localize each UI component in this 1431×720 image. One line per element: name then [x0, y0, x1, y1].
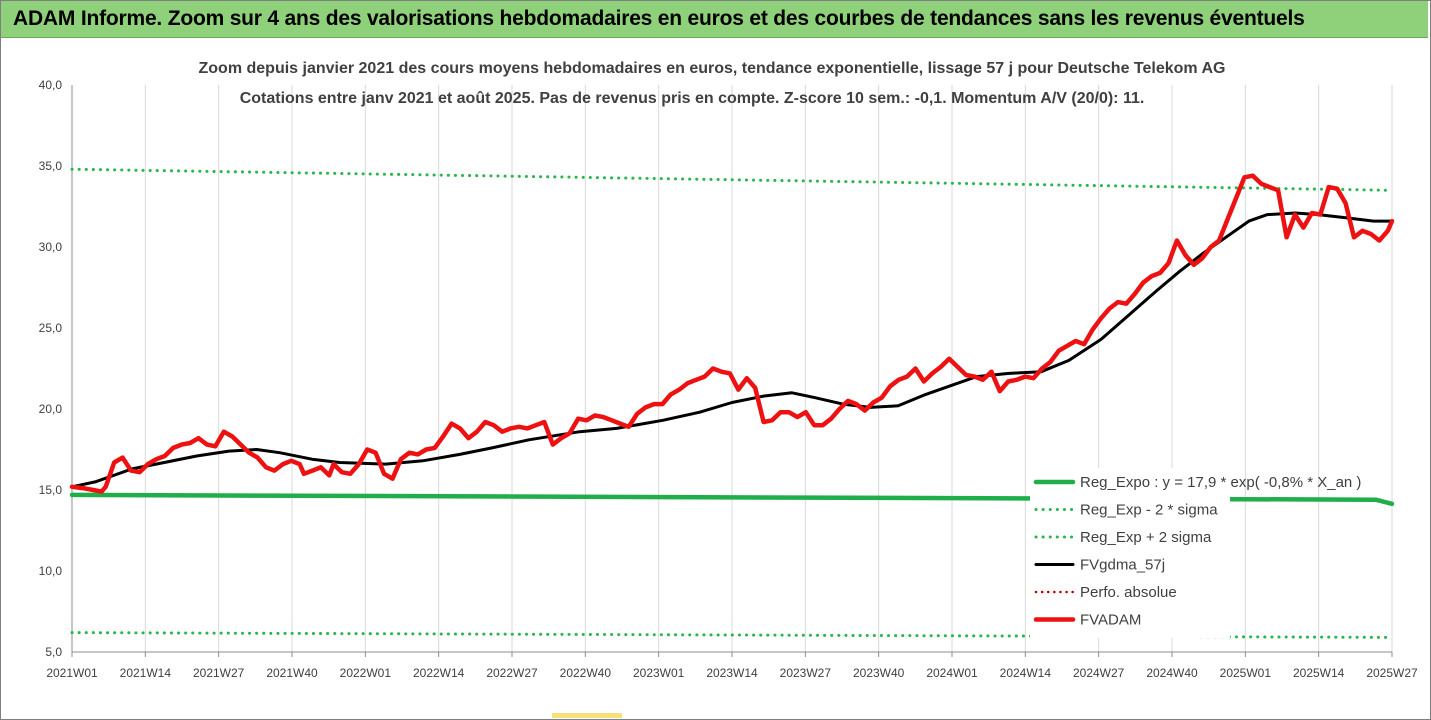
legend-background [1030, 468, 1230, 638]
x-tick-label: 2024W01 [926, 666, 978, 680]
y-tick-label: 40,0 [39, 78, 63, 92]
x-tick-label: 2022W40 [560, 666, 612, 680]
x-tick-label: 2024W27 [1073, 666, 1125, 680]
legend-label-perfo-absolue: Perfo. absolue [1080, 584, 1177, 601]
y-tick-label: 25,0 [39, 321, 63, 335]
x-tick-label: 2022W01 [340, 666, 392, 680]
banner-title: ADAM Informe. Zoom sur 4 ans des valoris… [13, 7, 1305, 30]
y-tick-label: 5,0 [45, 645, 62, 659]
y-tick-label: 10,0 [39, 564, 63, 578]
x-tick-label: 2025W14 [1293, 666, 1345, 680]
x-tick-label: 2021W01 [46, 666, 98, 680]
x-tick-label: 2025W01 [1220, 666, 1272, 680]
x-tick-label: 2024W14 [1000, 666, 1052, 680]
chart-title-line-2: Cotations entre janv 2021 et août 2025. … [240, 90, 1145, 107]
x-tick-label: 2025W27 [1366, 666, 1418, 680]
series-reg-exp-plus-2sigma [70, 167, 1394, 192]
x-tick-label: 2023W01 [633, 666, 685, 680]
title-banner: ADAM Informe. Zoom sur 4 ans des valoris… [1, 1, 1428, 38]
x-tick-label: 2023W27 [780, 666, 832, 680]
x-axis-ticks: 2021W01 2021W14 2021W27 2021W40 2022W01 2022W… [46, 666, 1418, 680]
y-tick-label: 30,0 [39, 240, 63, 254]
series-fvadam [69, 173, 1395, 494]
x-tick-label: 2023W14 [706, 666, 758, 680]
series-reg-expo [69, 492, 1395, 507]
x-tick-label: 2021W27 [193, 666, 245, 680]
legend-label-fvadam: FVADAM [1080, 612, 1141, 629]
chart-title-line-1: Zoom depuis janvier 2021 des cours moyen… [199, 60, 1226, 77]
y-tick-label: 15,0 [39, 483, 63, 497]
legend-label-reg-expo: Reg_Expo : y = 17,9 * exp( -0,8% * X_an … [1080, 474, 1361, 491]
legend: Reg_Expo : y = 17,9 * exp( -0,8% * X_an … [1033, 474, 1361, 629]
x-tick-label: 2022W14 [413, 666, 465, 680]
x-tick-label: 2022W27 [486, 666, 538, 680]
x-tick-label: 2021W14 [120, 666, 172, 680]
x-tick-label: 2023W40 [853, 666, 905, 680]
x-tick-label: 2024W40 [1146, 666, 1198, 680]
y-axis-ticks: 5,0 10,0 15,0 20,0 25,0 30,0 35,0 40,0 [39, 78, 63, 659]
legend-label-fvgdma-57j: FVgdma_57j [1080, 557, 1165, 574]
y-tick-label: 20,0 [39, 402, 63, 416]
sheet-tab-marker [552, 713, 622, 718]
legend-label-reg-exp-plus-2sigma: Reg_Exp + 2 sigma [1080, 529, 1212, 546]
x-tick-label: 2021W40 [266, 666, 318, 680]
y-tick-label: 35,0 [39, 159, 63, 173]
axes [71, 85, 1393, 657]
grid-lines [71, 85, 1393, 652]
legend-label-reg-exp-minus-2sigma: Reg_Exp - 2 * sigma [1080, 502, 1218, 519]
